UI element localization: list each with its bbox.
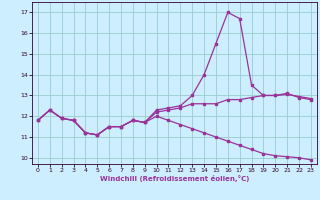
X-axis label: Windchill (Refroidissement éolien,°C): Windchill (Refroidissement éolien,°C) (100, 175, 249, 182)
